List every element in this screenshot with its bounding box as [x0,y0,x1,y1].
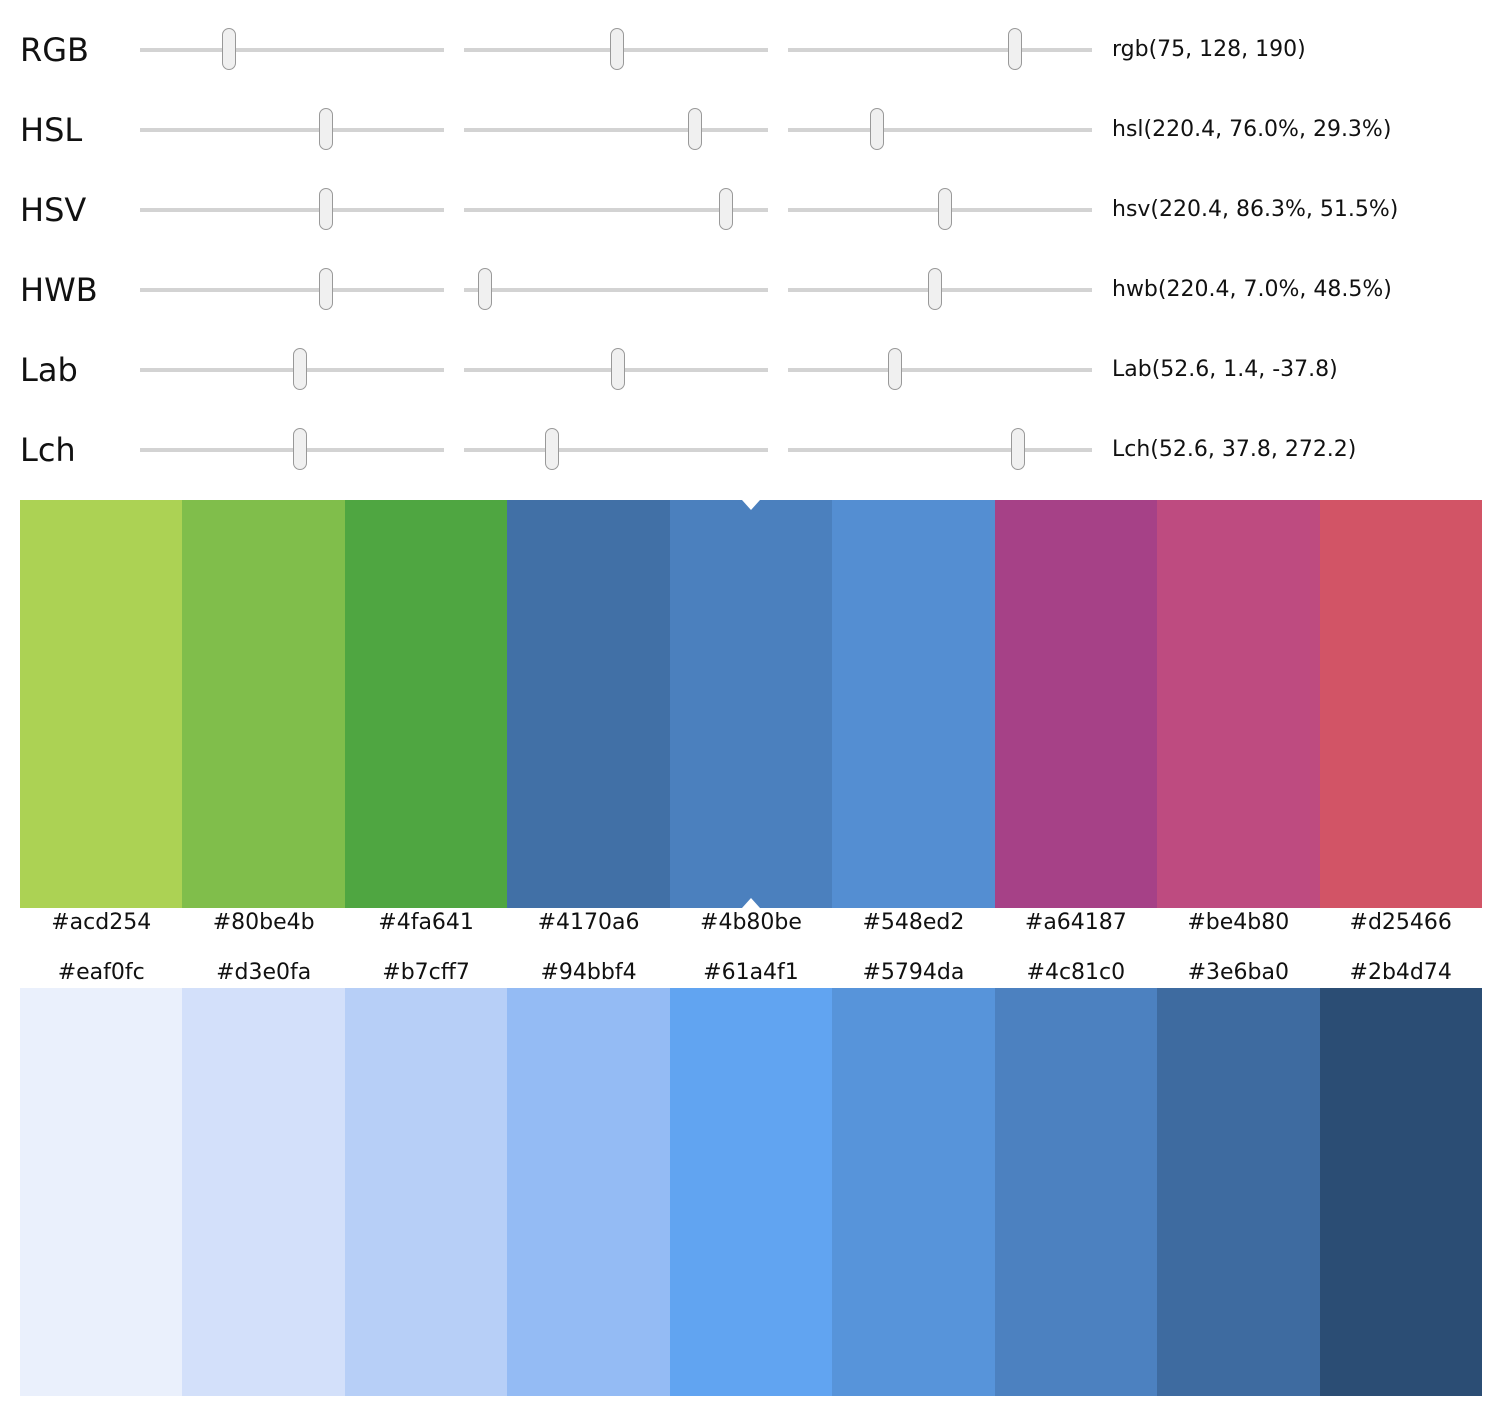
shade-swatch[interactable] [994,988,1158,1396]
selected-marker-bottom [742,898,760,908]
slider-track[interactable] [788,28,1092,70]
slider-track[interactable] [464,348,768,390]
harmony-swatch[interactable] [344,500,508,908]
harmony-hex-label: #be4b80 [1187,910,1290,935]
slider-thumb[interactable] [292,348,307,390]
model-row-lch: Lch Lch(52.6, 37.8, 272.2) [0,400,1501,480]
shade-hex-label: #3e6ba0 [1187,960,1289,985]
harmony-hex-label: #80be4b [212,910,315,935]
model-label: HWB [20,271,98,309]
model-label: HSL [20,111,83,149]
harmony-hex-label: #acd254 [51,910,152,935]
harmony-hex-label: #4fa641 [378,910,474,935]
model-label: Lch [20,431,76,469]
slider-thumb[interactable] [319,268,333,310]
model-row-hsl: HSL hsl(220.4, 76.0%, 29.3%) [0,80,1501,160]
model-value: rgb(75, 128, 190) [1112,37,1306,62]
slider-track[interactable] [464,108,768,150]
slider-track[interactable] [140,268,444,310]
harmony-hex-label: #a64187 [1024,910,1127,935]
shade-hex-label: #d3e0fa [216,960,312,985]
shade-swatch[interactable] [832,988,995,1396]
slider-thumb[interactable] [222,28,237,70]
slider-track[interactable] [464,428,768,470]
selected-marker-top [742,500,760,510]
model-value: hsl(220.4, 76.0%, 29.3%) [1112,117,1392,142]
slider-thumb[interactable] [319,188,333,230]
slider-track[interactable] [464,268,768,310]
shade-hex-label: #b7cff7 [382,960,470,985]
model-label: RGB [20,31,89,69]
shade-swatch[interactable] [1157,988,1320,1396]
model-value: hwb(220.4, 7.0%, 48.5%) [1112,277,1392,302]
slider-thumb[interactable] [870,108,885,150]
model-label: HSV [20,191,87,229]
shade-swatch[interactable] [20,988,183,1396]
harmony-swatch[interactable] [1319,500,1482,908]
slider-thumb[interactable] [478,268,493,310]
slider-track[interactable] [140,348,444,390]
slider-thumb[interactable] [1010,428,1025,470]
slider-thumb[interactable] [319,108,333,150]
shade-palette-labels: #eaf0fc #d3e0fa #b7cff7 #94bbf4 #61a4f1 #5794… [20,958,1482,988]
shade-palette [20,988,1482,1396]
model-value: hsv(220.4, 86.3%, 51.5%) [1112,197,1399,222]
shade-hex-label: #61a4f1 [703,960,799,985]
slider-track[interactable] [788,428,1092,470]
shade-hex-label: #4c81c0 [1026,960,1126,985]
shade-swatch[interactable] [507,988,670,1396]
harmony-swatch[interactable] [507,500,670,908]
slider-track[interactable] [464,188,768,230]
model-value: Lch(52.6, 37.8, 272.2) [1112,437,1357,462]
harmony-swatch[interactable] [20,500,183,908]
shade-hex-label: #eaf0fc [57,960,145,985]
harmony-swatch[interactable] [182,500,345,908]
harmony-hex-label: #4b80be [700,910,802,935]
slider-thumb[interactable] [545,428,560,470]
harmony-swatch[interactable] [669,500,833,908]
slider-thumb[interactable] [937,188,952,230]
slider-track[interactable] [140,28,444,70]
slider-thumb[interactable] [719,188,734,230]
model-row-lab: Lab Lab(52.6, 1.4, -37.8) [0,320,1501,400]
harmony-hex-label: #4170a6 [537,910,640,935]
slider-track[interactable] [140,428,444,470]
slider-track[interactable] [788,188,1092,230]
shade-swatch[interactable] [669,988,833,1396]
model-label: Lab [20,351,78,389]
shade-swatch[interactable] [344,988,508,1396]
harmony-swatch[interactable] [1157,500,1320,908]
slider-track[interactable] [140,188,444,230]
model-row-hwb: HWB hwb(220.4, 7.0%, 48.5%) [0,240,1501,320]
shade-swatch[interactable] [182,988,345,1396]
harmony-swatch[interactable] [832,500,995,908]
harmony-hex-label: #548ed2 [862,910,965,935]
slider-track[interactable] [788,108,1092,150]
harmony-palette [20,500,1482,908]
model-row-hsv: HSV hsv(220.4, 86.3%, 51.5%) [0,160,1501,240]
slider-thumb[interactable] [609,28,624,70]
slider-thumb[interactable] [292,428,307,470]
harmony-hex-label: #d25466 [1349,910,1452,935]
slider-thumb[interactable] [688,108,702,150]
slider-track[interactable] [788,348,1092,390]
model-row-rgb: RGB rgb(75, 128, 190) [0,0,1501,80]
shade-hex-label: #5794da [862,960,965,985]
slider-thumb[interactable] [610,348,625,390]
shade-swatch[interactable] [1319,988,1482,1396]
slider-thumb[interactable] [1007,28,1022,70]
slider-thumb[interactable] [888,348,902,390]
model-value: Lab(52.6, 1.4, -37.8) [1112,357,1338,382]
harmony-palette-labels: #acd254 #80be4b #4fa641 #4170a6 #4b80be #548e… [20,908,1482,938]
shade-hex-label: #2b4d74 [1349,960,1452,985]
harmony-swatch[interactable] [994,500,1158,908]
shade-hex-label: #94bbf4 [540,960,637,985]
slider-thumb[interactable] [928,268,943,310]
slider-track[interactable] [140,108,444,150]
slider-track[interactable] [464,28,768,70]
slider-track[interactable] [788,268,1092,310]
